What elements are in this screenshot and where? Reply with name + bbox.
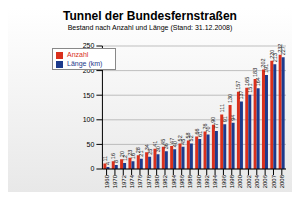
html-text:Anzahl: Anzahl: [67, 51, 89, 58]
svg-text:1988: 1988: [187, 174, 193, 188]
svg-text:70: 70: [205, 126, 211, 132]
svg-text:2004: 2004: [254, 174, 260, 188]
svg-text:1994: 1994: [212, 174, 218, 188]
svg-text:25: 25: [147, 149, 153, 155]
svg-text:1960: 1960: [104, 174, 110, 188]
svg-text:1978: 1978: [146, 174, 152, 188]
svg-text:130: 130: [227, 94, 233, 103]
svg-text:227: 227: [280, 46, 286, 55]
svg-text:61: 61: [197, 131, 203, 137]
svg-text:91: 91: [222, 116, 228, 122]
svg-text:23: 23: [126, 149, 133, 156]
svg-text:157: 157: [235, 81, 241, 90]
svg-text:41: 41: [152, 141, 158, 147]
svg-text:2002: 2002: [246, 174, 252, 188]
svg-text:12: 12: [122, 155, 128, 161]
svg-text:45: 45: [180, 139, 186, 145]
svg-text:1998: 1998: [229, 174, 235, 188]
svg-text:213: 213: [272, 53, 278, 62]
svg-text:183: 183: [252, 68, 258, 77]
svg-text:34: 34: [143, 144, 150, 151]
svg-text:36: 36: [163, 143, 169, 149]
svg-text:164: 164: [255, 77, 261, 86]
svg-text:100: 100: [83, 116, 95, 123]
svg-text:1990: 1990: [196, 174, 202, 188]
svg-text:50: 50: [87, 141, 95, 148]
svg-text:2007: 2007: [271, 174, 277, 188]
svg-text:16: 16: [110, 153, 116, 159]
svg-text:40: 40: [172, 141, 178, 147]
svg-text:52: 52: [177, 135, 183, 142]
svg-text:1974: 1974: [129, 174, 135, 188]
svg-text:1996: 1996: [221, 174, 227, 188]
svg-text:111: 111: [219, 104, 225, 112]
svg-text:2000: 2000: [237, 174, 243, 188]
svg-text:200: 200: [83, 67, 95, 74]
svg-text:1984: 1984: [171, 174, 177, 188]
svg-text:0: 0: [91, 165, 95, 172]
svg-text:150: 150: [83, 92, 95, 99]
svg-text:77: 77: [213, 123, 219, 129]
svg-text:2008: 2008: [279, 174, 285, 188]
svg-text:11: 11: [102, 156, 108, 162]
svg-text:20: 20: [118, 151, 125, 158]
svg-text:151: 151: [247, 84, 253, 93]
svg-text:202: 202: [260, 58, 267, 68]
svg-text:250: 250: [83, 42, 95, 49]
svg-text:47: 47: [168, 137, 175, 144]
html-text:Länge (km): Länge (km): [67, 60, 103, 67]
svg-text:4: 4: [105, 162, 111, 165]
html-text:Tunnel der Bundesfernstraßen: Tunnel der Bundesfernstraßen: [63, 9, 237, 23]
svg-text:90: 90: [210, 117, 216, 123]
svg-text:1976: 1976: [137, 174, 143, 188]
svg-text:2006: 2006: [262, 174, 268, 188]
svg-text:1992: 1992: [204, 174, 210, 188]
svg-text:8: 8: [113, 160, 119, 163]
svg-text:28: 28: [135, 147, 142, 154]
svg-text:1986: 1986: [179, 174, 185, 188]
svg-text:1970: 1970: [112, 174, 118, 188]
svg-text:1972: 1972: [121, 174, 127, 188]
svg-text:45: 45: [160, 138, 167, 145]
svg-text:16: 16: [130, 153, 136, 159]
svg-text:94: 94: [230, 115, 236, 121]
svg-text:21: 21: [138, 151, 144, 157]
html-text:Bestand nach Anzahl und Länge: Bestand nach Anzahl und Länge (Stand: 31…: [67, 24, 233, 31]
svg-text:52: 52: [188, 135, 194, 141]
svg-text:191: 191: [263, 64, 269, 73]
svg-text:165: 165: [243, 76, 250, 86]
svg-text:1980: 1980: [154, 174, 160, 188]
svg-text:137: 137: [238, 90, 244, 99]
svg-text:1982: 1982: [162, 174, 168, 188]
svg-text:30: 30: [155, 146, 161, 152]
